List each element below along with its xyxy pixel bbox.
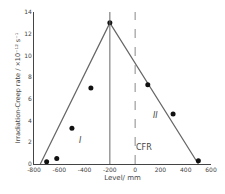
svg-text:2: 2 <box>28 138 32 145</box>
svg-text:4: 4 <box>28 117 32 124</box>
svg-text:II: II <box>153 111 158 120</box>
svg-text:14: 14 <box>24 8 32 15</box>
svg-text:6: 6 <box>28 95 32 102</box>
svg-text:I: I <box>79 136 82 145</box>
svg-text:12: 12 <box>24 30 32 37</box>
svg-text:-200: -200 <box>103 166 117 173</box>
svg-text:400: 400 <box>180 166 192 173</box>
svg-text:-400: -400 <box>78 166 92 173</box>
svg-text:CFR: CFR <box>136 143 152 152</box>
svg-text:Irradiation-Creep rate / ×10⁻¹: Irradiation-Creep rate / ×10⁻¹² s⁻¹ <box>14 32 22 143</box>
svg-text:-800: -800 <box>27 166 41 173</box>
svg-text:0: 0 <box>133 166 137 173</box>
svg-text:600: 600 <box>205 166 217 173</box>
svg-text:Level/ mm: Level/ mm <box>104 174 141 182</box>
svg-text:200: 200 <box>155 166 167 173</box>
svg-text:10: 10 <box>24 52 32 59</box>
svg-text:-600: -600 <box>52 166 66 173</box>
svg-text:8: 8 <box>28 73 32 80</box>
svg-text:0: 0 <box>28 160 32 167</box>
